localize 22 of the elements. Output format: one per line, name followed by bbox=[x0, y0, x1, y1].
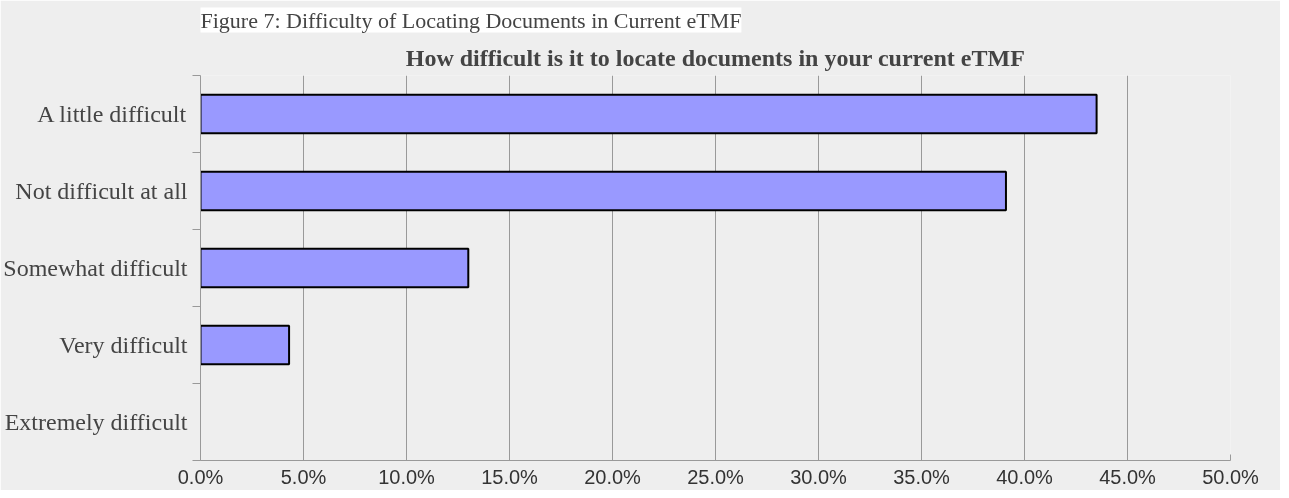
bar bbox=[200, 170, 1007, 212]
x-tick-label: 40.0% bbox=[996, 465, 1054, 488]
y-tick-label: Somewhat difficult bbox=[3, 255, 188, 281]
y-tick-label: A little difficult bbox=[37, 101, 187, 127]
y-tick-label: Not difficult at all bbox=[15, 178, 188, 204]
x-tick-label: 45.0% bbox=[1099, 465, 1157, 488]
x-tick-label: 30.0% bbox=[790, 465, 848, 488]
x-tick-label: 0.0% bbox=[177, 465, 224, 488]
bar bbox=[200, 324, 291, 366]
x-tick-label: 20.0% bbox=[584, 465, 642, 488]
chart-title: How difficult is it to locate documents in your current eTMF bbox=[405, 44, 1025, 71]
caption: Figure 7: Difficulty of Locating Documents in Current eTMF bbox=[200, 7, 742, 33]
bar bbox=[200, 93, 1098, 135]
y-tick-label: Extremely difficult bbox=[4, 409, 188, 435]
x-tick-label: 50.0% bbox=[1202, 465, 1260, 488]
x-tick-label: 10.0% bbox=[378, 465, 436, 488]
x-tick-label: 15.0% bbox=[481, 465, 539, 488]
y-tick-label: Very difficult bbox=[59, 332, 188, 358]
x-tick-label: 35.0% bbox=[893, 465, 951, 488]
x-tick-label: 25.0% bbox=[687, 465, 745, 488]
bar bbox=[200, 247, 470, 289]
x-tick-label: 5.0% bbox=[280, 465, 327, 488]
